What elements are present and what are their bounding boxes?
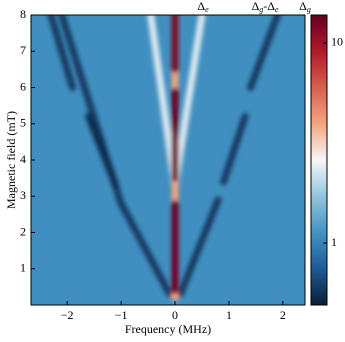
- annotation-part: Δ: [197, 0, 205, 13]
- ridge: [176, 196, 222, 298]
- annotation-part: e: [205, 5, 209, 14]
- y-tick-label: 3: [20, 188, 26, 202]
- ridge: [247, 15, 281, 91]
- y-tick-label: 4: [20, 152, 26, 166]
- annotation-part: g: [307, 5, 311, 14]
- annotation-part: -Δ: [263, 0, 275, 13]
- colorbar-tick-label: 1: [331, 235, 337, 249]
- x-axis-label: Frequency (MHz): [125, 322, 211, 336]
- y-tick-label: 5: [20, 116, 26, 130]
- heatmap: [31, 15, 305, 305]
- ridge: [147, 15, 179, 189]
- ridge: [85, 113, 120, 189]
- annotation-part: Δ: [252, 0, 260, 13]
- annotation-part: e: [275, 5, 279, 14]
- x-tick-label: 0: [172, 308, 178, 322]
- y-tick-label: 8: [20, 7, 26, 21]
- ridges: [47, 15, 281, 302]
- x-tick-label: −1: [115, 308, 128, 322]
- colorbar: [310, 14, 328, 306]
- ridge: [171, 15, 206, 189]
- annotation: Δg: [299, 0, 311, 14]
- annotation-part: g: [259, 5, 263, 14]
- y-tick-label: 2: [20, 224, 26, 238]
- ridge: [47, 15, 77, 91]
- x-tick-label: 1: [226, 308, 232, 322]
- y-tick-label: 6: [20, 79, 26, 93]
- ridge: [58, 15, 174, 298]
- colorbar-tick-label: 10: [331, 35, 343, 49]
- x-tick-label: 2: [280, 308, 286, 322]
- y-tick-label: 1: [20, 261, 26, 275]
- annotation: Δe: [197, 0, 209, 14]
- y-axis-label: Magnetic field (mT): [4, 111, 18, 209]
- annotation: Δg-Δe: [252, 0, 279, 14]
- ridge: [220, 113, 249, 186]
- y-tick-label: 7: [20, 43, 26, 57]
- annotation-part: Δ: [299, 0, 307, 13]
- x-tick-label: −2: [61, 308, 74, 322]
